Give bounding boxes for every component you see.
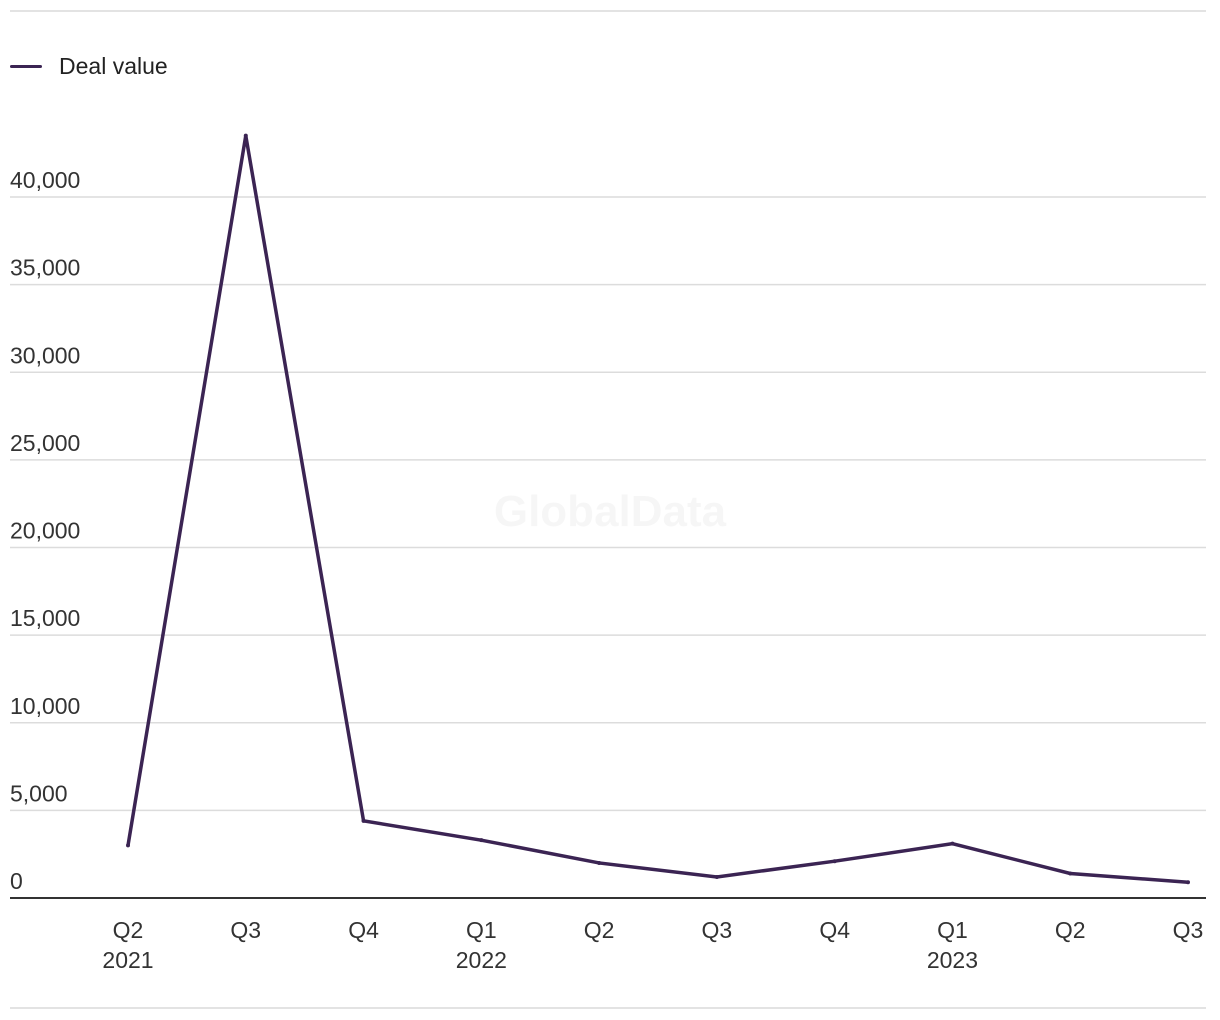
data-point <box>950 841 955 846</box>
legend: Deal value <box>10 52 168 80</box>
y-tick-label: 20,000 <box>10 518 80 544</box>
x-tick-label: Q2 <box>113 917 144 943</box>
x-tick-label: Q3 <box>1173 917 1204 943</box>
x-tick-label: Q2 <box>584 917 615 943</box>
data-point <box>479 838 484 843</box>
y-tick-label: 15,000 <box>10 605 80 631</box>
data-point <box>1186 880 1190 885</box>
data-point <box>714 874 719 879</box>
gridlines <box>10 196 1206 812</box>
bottom-rule <box>10 1007 1206 1009</box>
data-point <box>243 133 248 138</box>
x-tick-label: Q1 <box>466 917 497 943</box>
data-point <box>126 843 130 848</box>
y-tick-label: 30,000 <box>10 342 80 368</box>
y-tick-label: 0 <box>10 868 23 894</box>
y-tick-label: 10,000 <box>10 693 80 719</box>
series-line-deal-value <box>126 135 1189 884</box>
data-point <box>597 860 602 865</box>
x-tick-label: Q2 <box>1055 917 1086 943</box>
legend-label-deal-value: Deal value <box>59 52 168 79</box>
x-tick-year-label: 2023 <box>927 947 978 973</box>
x-tick-label: Q3 <box>702 917 733 943</box>
x-tick-label: Q4 <box>348 917 379 943</box>
series-deal-value <box>126 133 1190 885</box>
y-tick-label: 40,000 <box>10 167 80 193</box>
x-tick-label: Q1 <box>937 917 968 943</box>
x-tick-label: Q3 <box>230 917 261 943</box>
data-point <box>361 818 366 823</box>
data-point <box>832 859 837 864</box>
y-axis-ticks: 0 5,000 10,000 15,000 20,000 25,000 30,000 35,0… <box>10 167 80 894</box>
x-tick-label: Q4 <box>819 917 850 943</box>
y-tick-label: 35,000 <box>10 255 80 281</box>
x-tick-year-label: 2021 <box>102 947 153 973</box>
top-rule <box>10 10 1206 12</box>
data-point <box>1068 871 1073 876</box>
watermark-text: GlobalData <box>494 487 727 536</box>
legend-swatch-deal-value <box>10 64 42 68</box>
y-tick-label: 5,000 <box>10 780 68 806</box>
x-axis-ticks: Q2 2021 Q3 Q4 Q1 2022 Q2 Q3 Q4 Q1 2023 Q2 Q3 <box>102 917 1203 973</box>
x-tick-year-label: 2022 <box>456 947 507 973</box>
y-tick-label: 25,000 <box>10 430 80 456</box>
